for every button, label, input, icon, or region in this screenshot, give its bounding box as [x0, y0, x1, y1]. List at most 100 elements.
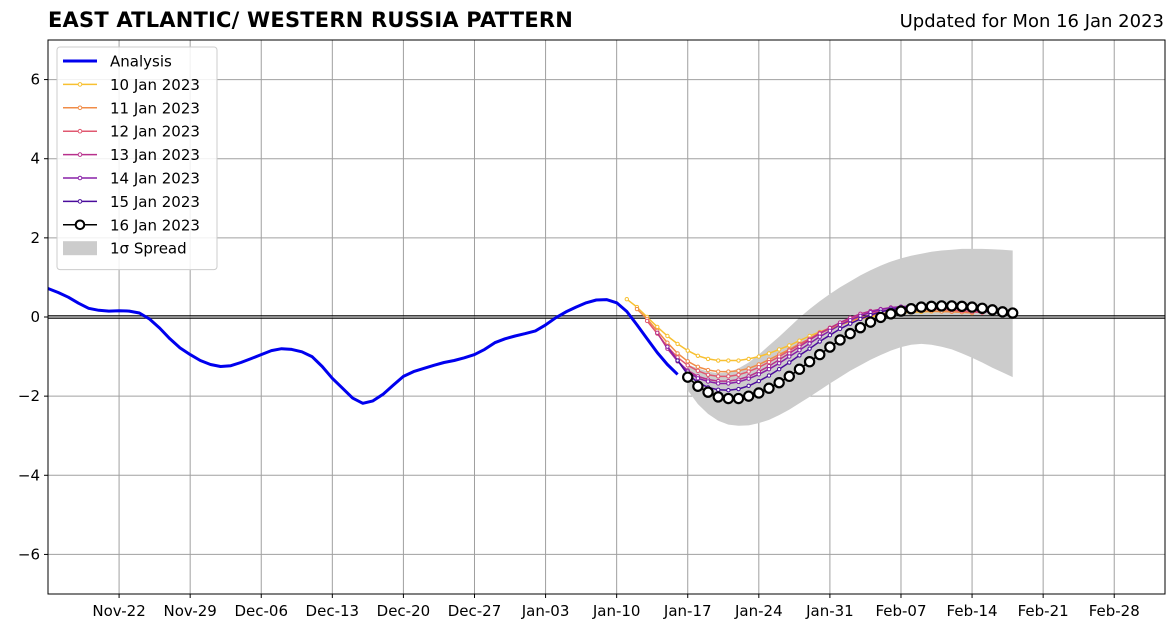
data-point [787, 343, 792, 348]
data-point [946, 300, 958, 312]
data-point [776, 357, 782, 362]
x-tick-label: Jan-17 [663, 602, 712, 620]
data-point [726, 381, 731, 386]
data-point [716, 374, 721, 379]
data-point [675, 341, 680, 347]
data-point [722, 392, 735, 405]
data-point [776, 347, 782, 352]
data-point [695, 364, 701, 370]
y-tick-label: 4 [30, 150, 40, 168]
y-tick-label: −6 [18, 545, 40, 563]
data-point [736, 372, 741, 377]
data-point [624, 296, 630, 302]
data-point [705, 367, 711, 373]
data-point [827, 333, 833, 338]
legend-entry: 1σ Spread [63, 240, 187, 258]
data-point [665, 340, 670, 345]
data-point [726, 369, 731, 374]
x-tick-label: Dec-27 [448, 602, 502, 620]
data-point [1006, 307, 1019, 319]
data-point [716, 387, 721, 393]
data-point [827, 328, 833, 334]
data-point [925, 300, 938, 313]
data-point [746, 356, 751, 362]
data-point [807, 341, 812, 346]
y-tick-label: −2 [18, 387, 40, 405]
data-point [675, 351, 680, 356]
data-point [986, 304, 999, 316]
data-point [726, 374, 731, 379]
legend-swatch [63, 241, 97, 256]
data-point [655, 330, 660, 336]
data-point [915, 301, 927, 313]
data-point [797, 348, 802, 353]
x-tick-label: Feb-07 [875, 602, 926, 620]
grid [48, 40, 1165, 594]
series-analysis [47, 287, 679, 405]
data-point [885, 308, 897, 320]
data-point [756, 365, 762, 370]
data-point [692, 380, 704, 392]
data-point [726, 358, 731, 363]
data-point [864, 316, 877, 328]
data-point [807, 346, 812, 351]
data-point [716, 381, 721, 386]
data-point [756, 372, 762, 377]
data-point [976, 302, 988, 314]
data-point [966, 301, 978, 313]
legend-marker [77, 105, 83, 111]
data-point [766, 359, 772, 365]
data-point [702, 386, 714, 398]
data-point [793, 363, 806, 375]
data-point [682, 371, 694, 383]
data-point [797, 353, 802, 358]
x-tick-label: Jan-10 [592, 602, 641, 620]
data-point [996, 306, 1009, 318]
x-tick-label: Feb-28 [1089, 602, 1140, 620]
legend-marker [77, 175, 83, 181]
legend-entry: Analysis [63, 53, 172, 71]
data-point [705, 379, 711, 384]
data-point [644, 318, 650, 324]
legend-entry: 13 Jan 2023 [63, 146, 200, 164]
data-point [956, 300, 968, 313]
data-point [766, 367, 772, 372]
x-tick-label: Feb-14 [947, 602, 998, 620]
data-point [753, 387, 765, 399]
x-tick-label: Jan-03 [521, 602, 570, 620]
series-16-jan-2023 [682, 300, 1019, 405]
data-point [695, 376, 701, 381]
series-line-analysis [47, 287, 679, 405]
data-point [817, 334, 822, 339]
x-tick-label: Dec-20 [377, 602, 431, 620]
data-point [756, 378, 762, 384]
y-tick-label: −4 [18, 466, 40, 484]
data-point [895, 305, 907, 317]
legend-box [56, 46, 218, 271]
data-point [675, 358, 680, 363]
data-point [665, 344, 670, 349]
data-point [705, 372, 711, 377]
legend-label: 15 Jan 2023 [110, 193, 200, 211]
data-point [766, 351, 772, 356]
data-point [776, 361, 782, 366]
legend-entry: 16 Jan 2023 [63, 216, 200, 234]
data-point [844, 327, 856, 340]
data-point [716, 369, 721, 374]
data-point [634, 306, 640, 312]
data-point [837, 322, 843, 328]
y-tick-label: 0 [30, 308, 40, 326]
data-point [905, 302, 917, 315]
legend-label: Analysis [110, 53, 172, 71]
data-point [685, 348, 690, 353]
legend-entry: 11 Jan 2023 [63, 99, 200, 117]
legend-entry: 14 Jan 2023 [63, 170, 200, 188]
data-point [685, 363, 690, 368]
x-tick-label: Jan-31 [805, 602, 854, 620]
series-layer [47, 287, 1019, 405]
data-point [763, 382, 775, 394]
data-point [868, 312, 873, 318]
data-point [935, 300, 948, 312]
data-point [746, 383, 751, 389]
data-point [685, 359, 690, 364]
